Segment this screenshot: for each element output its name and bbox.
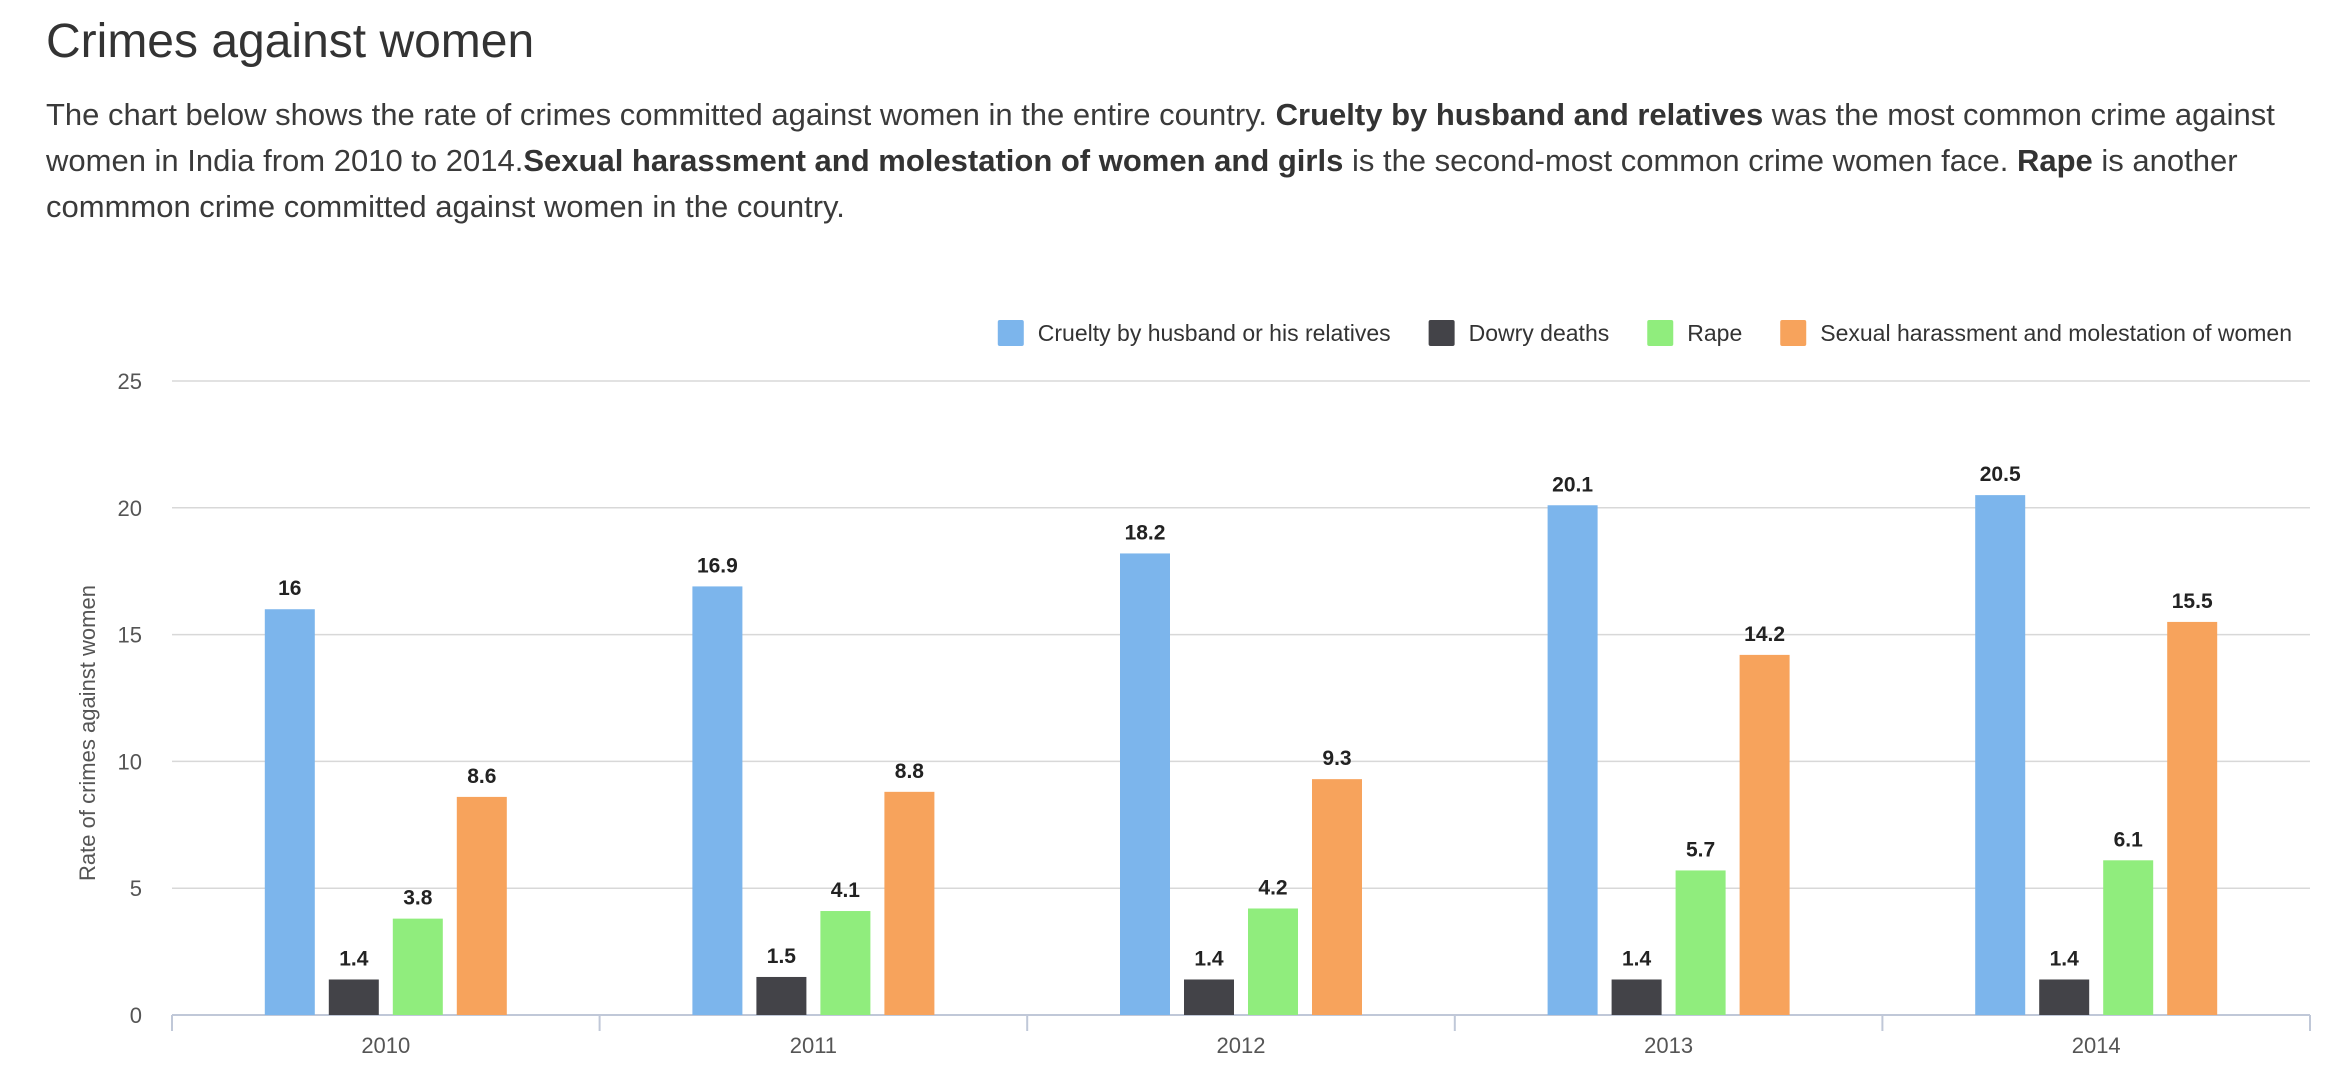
y-tick-label: 15 (118, 623, 142, 648)
bar[interactable] (2103, 860, 2154, 1015)
data-label: 20.1 (1552, 473, 1593, 496)
description-text-2: was the most common crime against women … (46, 97, 2275, 178)
data-label: 6.1 (2114, 828, 2144, 851)
data-label: 3.8 (403, 887, 433, 910)
bar[interactable] (392, 918, 443, 1015)
legend-swatch (997, 320, 1024, 346)
data-label: 1.4 (1622, 947, 1652, 970)
data-label: 8.6 (467, 765, 496, 788)
bar[interactable] (756, 976, 807, 1015)
bar[interactable] (1675, 870, 1726, 1015)
data-label: 1.4 (2050, 947, 2080, 970)
x-tick-label: 2012 (1217, 1033, 1266, 1058)
bar[interactable] (1739, 654, 1790, 1015)
data-label: 1.4 (339, 947, 369, 970)
y-tick-label: 20 (118, 496, 142, 521)
data-label: 20.5 (1980, 463, 2021, 486)
data-label: 16.9 (697, 554, 738, 577)
data-label: 5.7 (1686, 838, 1715, 861)
bar[interactable] (1611, 979, 1662, 1015)
legend-label: Sexual harassment and molestation of wom… (1820, 320, 2292, 346)
legend-label: Cruelty by husband or his relatives (1038, 320, 1391, 346)
data-label: 14.2 (1744, 623, 1785, 646)
y-tick-label: 10 (118, 749, 142, 774)
data-label: 9.3 (1322, 747, 1351, 770)
data-label: 4.2 (1258, 876, 1287, 899)
data-label: 1.4 (1194, 947, 1224, 970)
bar[interactable] (884, 791, 935, 1015)
legend-label: Dowry deaths (1469, 320, 1610, 346)
bar[interactable] (2039, 979, 2090, 1015)
data-label: 4.1 (831, 879, 861, 902)
bars (264, 495, 2218, 1015)
x-tick-label: 2013 (1644, 1033, 1693, 1058)
bar[interactable] (1120, 553, 1170, 1015)
y-tick-label: 5 (130, 876, 142, 901)
x-tick-label: 2014 (2072, 1033, 2121, 1058)
bar[interactable] (328, 979, 379, 1015)
description-text-1: The chart below shows the rate of crimes… (46, 97, 1276, 132)
bar[interactable] (1248, 908, 1298, 1015)
description-text-3: is the second-most common crime women fa… (1343, 143, 2017, 178)
data-label: 1.5 (767, 945, 797, 968)
chart-description: The chart below shows the rate of crimes… (46, 92, 2296, 230)
legend-item[interactable]: Rape (1647, 320, 1742, 346)
data-labels: 16 1.4 3.8 8.6 16.9 1.5 4.1 8.8 18.2 1.4 4.2 9.3 20.… (278, 463, 2213, 970)
bar[interactable] (1312, 779, 1362, 1015)
data-label: 18.2 (1125, 521, 1166, 544)
y-tick-label: 0 (130, 1003, 142, 1028)
bar[interactable] (456, 796, 507, 1015)
page-title: Crimes against women (46, 15, 535, 68)
data-label: 8.8 (895, 760, 925, 783)
bar[interactable] (1547, 505, 1598, 1015)
bar[interactable] (264, 609, 315, 1015)
legend-swatch (1428, 320, 1455, 346)
legend-label: Rape (1687, 320, 1742, 346)
legend-swatch (1780, 320, 1807, 346)
description-bold-cruelty: Cruelty by husband and relatives (1275, 97, 1764, 132)
description-bold-rape: Rape (2016, 143, 2093, 178)
x-tick-label: 2011 (790, 1033, 837, 1058)
legend[interactable]: Cruelty by husband or his relatives Dowry… (997, 320, 2292, 346)
bar[interactable] (692, 586, 743, 1015)
data-label: 16 (278, 577, 301, 600)
legend-swatch (1647, 320, 1674, 346)
grid-lines (172, 380, 2310, 889)
data-label: 15.5 (2172, 590, 2213, 613)
bar[interactable] (820, 911, 871, 1015)
x-tick-label: 2010 (361, 1033, 410, 1058)
legend-item[interactable]: Dowry deaths (1428, 320, 1610, 346)
description-bold-harassment: Sexual harassment and molestation of wom… (523, 143, 1344, 178)
bar[interactable] (1184, 979, 1234, 1015)
description-text-4: is another commmon crime committed again… (46, 143, 2238, 224)
y-tick-label: 25 (118, 369, 142, 394)
legend-item[interactable]: Cruelty by husband or his relatives (997, 320, 1391, 346)
legend-item[interactable]: Sexual harassment and molestation of wom… (1780, 320, 2292, 346)
x-axis: 2010 2011 2012 2013 2014 (171, 1014, 2311, 1058)
y-axis-ticks: 0 5 10 15 20 25 (118, 369, 142, 1028)
bar[interactable] (2167, 621, 2218, 1015)
bar[interactable] (1975, 495, 2026, 1015)
y-axis-label: Rate of crimes against women (75, 585, 100, 881)
